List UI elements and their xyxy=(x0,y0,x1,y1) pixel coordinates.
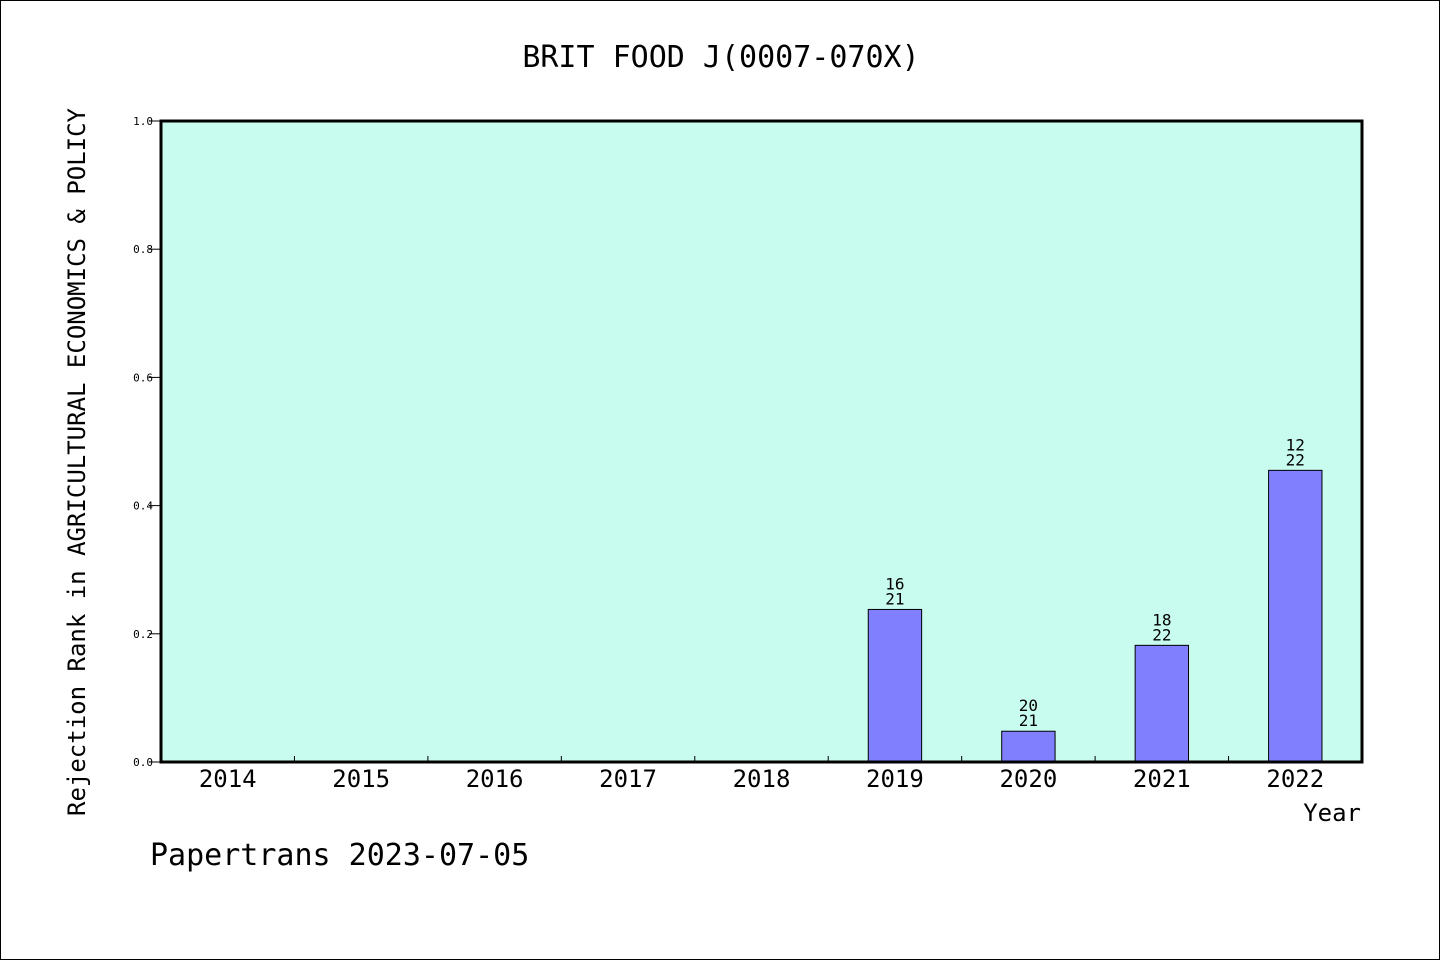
bar xyxy=(867,608,923,763)
y-tick-label: 1.0 xyxy=(133,115,153,128)
bar-label-denominator: 21 xyxy=(1019,711,1038,730)
bar xyxy=(1134,644,1190,763)
bar-label-numerator: 16 xyxy=(885,574,904,593)
bar xyxy=(1268,469,1323,763)
x-tick-label: 2019 xyxy=(866,765,924,793)
y-tick-label: 0.0 xyxy=(133,756,153,769)
bar-label-denominator: 21 xyxy=(885,589,904,608)
x-axis-label: Year xyxy=(1303,799,1361,827)
x-tick-label: 2020 xyxy=(999,765,1057,793)
y-tick-label: 0.6 xyxy=(133,371,153,384)
plot-border xyxy=(159,119,1364,764)
x-tick-label: 2014 xyxy=(199,765,257,793)
bar xyxy=(1001,730,1056,763)
y-tick-label: 0.2 xyxy=(133,628,153,641)
y-axis-label: Rejection Rank in AGRICULTURAL ECONOMICS… xyxy=(63,107,91,816)
bar-label-numerator: 20 xyxy=(1019,696,1038,715)
chart-title: BRIT FOOD J(0007-070X) xyxy=(522,40,919,75)
y-tick-label: 0.4 xyxy=(133,500,153,513)
x-tick-label: 2021 xyxy=(1133,765,1191,793)
bar-label-numerator: 12 xyxy=(1286,435,1305,454)
x-tick-label: 2016 xyxy=(466,765,524,793)
x-tick-label: 2022 xyxy=(1266,765,1324,793)
bar-label-numerator: 18 xyxy=(1152,610,1171,629)
x-tick-label: 2015 xyxy=(332,765,390,793)
y-tick-label: 0.8 xyxy=(133,243,153,256)
axis-ticks: 2014 2015 2016 2017 2018 2019 2020 2021 20220.00… xyxy=(133,115,1324,793)
bar-label-denominator: 22 xyxy=(1286,450,1305,469)
bar-label-denominator: 22 xyxy=(1152,625,1171,644)
x-tick-label: 2017 xyxy=(599,765,657,793)
x-tick-label: 2018 xyxy=(733,765,791,793)
footer-text: Papertrans 2023-07-05 xyxy=(150,838,529,873)
